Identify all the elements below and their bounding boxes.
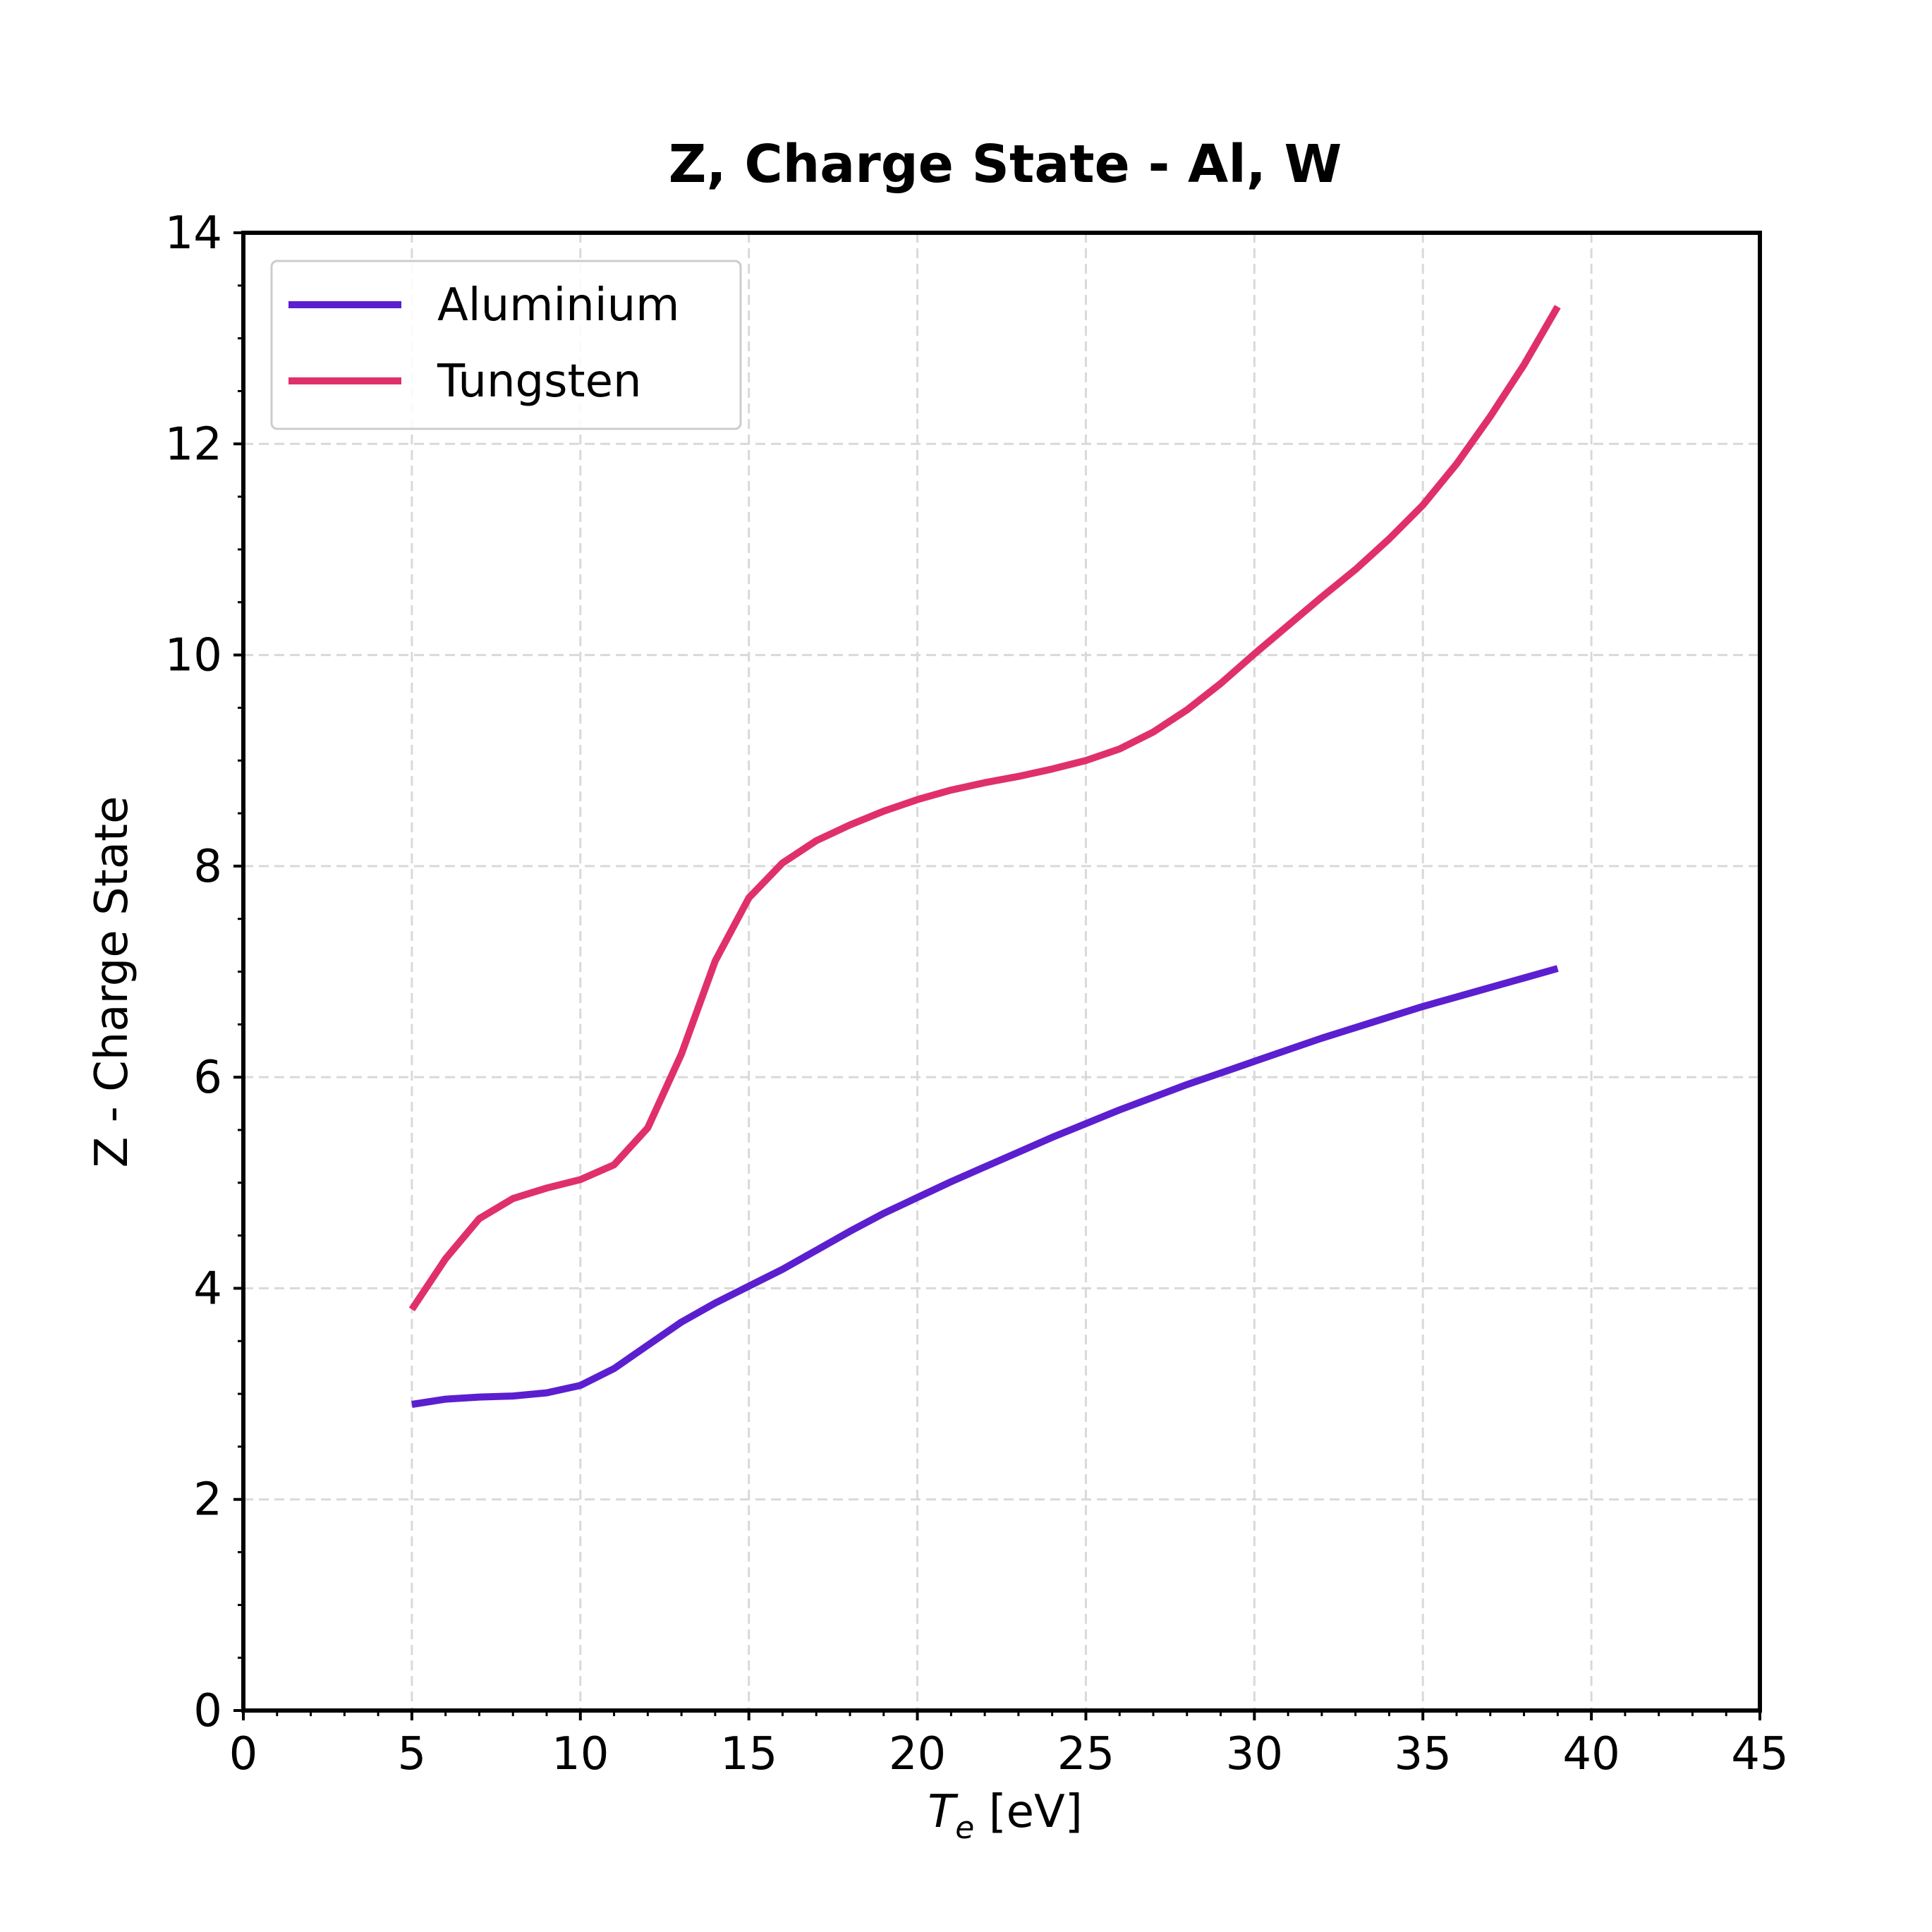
y-tick-label: 14: [165, 207, 222, 260]
x-tick-label: 10: [552, 1728, 609, 1780]
y-tick-label: 6: [193, 1052, 222, 1104]
series-lines: [408, 305, 1561, 1408]
y-tick-label: 10: [165, 630, 222, 682]
x-axis-label-unit: [eV]: [974, 1786, 1082, 1838]
x-tick-label: 5: [398, 1728, 427, 1780]
axis-ticks: 0 5 10 15 20 25 30 35 40 45 0 2 4 6 8 10 12 14: [165, 207, 1789, 1780]
chart-title: Z, Charge State - Al, W: [669, 134, 1342, 195]
x-tick-label: 0: [229, 1728, 258, 1780]
x-tick-label: 40: [1562, 1728, 1620, 1780]
x-tick-label: 45: [1731, 1728, 1788, 1780]
series-line-tungsten: [408, 305, 1561, 1312]
legend-label-tungsten: Tungsten: [437, 356, 642, 408]
y-tick-label: 0: [193, 1685, 222, 1737]
x-tick-label: 20: [889, 1728, 946, 1780]
y-tick-label: 4: [193, 1263, 222, 1315]
legend-label-aluminium: Aluminium: [437, 279, 680, 332]
x-axis-label: Te [eV]: [928, 1786, 1083, 1846]
x-axis-label-symbol: T: [928, 1786, 959, 1838]
y-tick-label: 8: [193, 841, 222, 893]
y-tick-label: 2: [193, 1474, 222, 1526]
x-tick-label: 35: [1395, 1728, 1452, 1780]
x-axis-label-subscript: e: [955, 1810, 974, 1846]
x-tick-label: 25: [1057, 1728, 1114, 1780]
y-axis-label: Z - Charge State: [86, 796, 138, 1167]
x-tick-label: 15: [720, 1728, 777, 1780]
series-line-aluminium: [411, 965, 1559, 1408]
legend: Aluminium Tungsten: [270, 260, 742, 430]
x-tick-label: 30: [1226, 1728, 1283, 1780]
y-tick-label: 12: [165, 418, 222, 470]
